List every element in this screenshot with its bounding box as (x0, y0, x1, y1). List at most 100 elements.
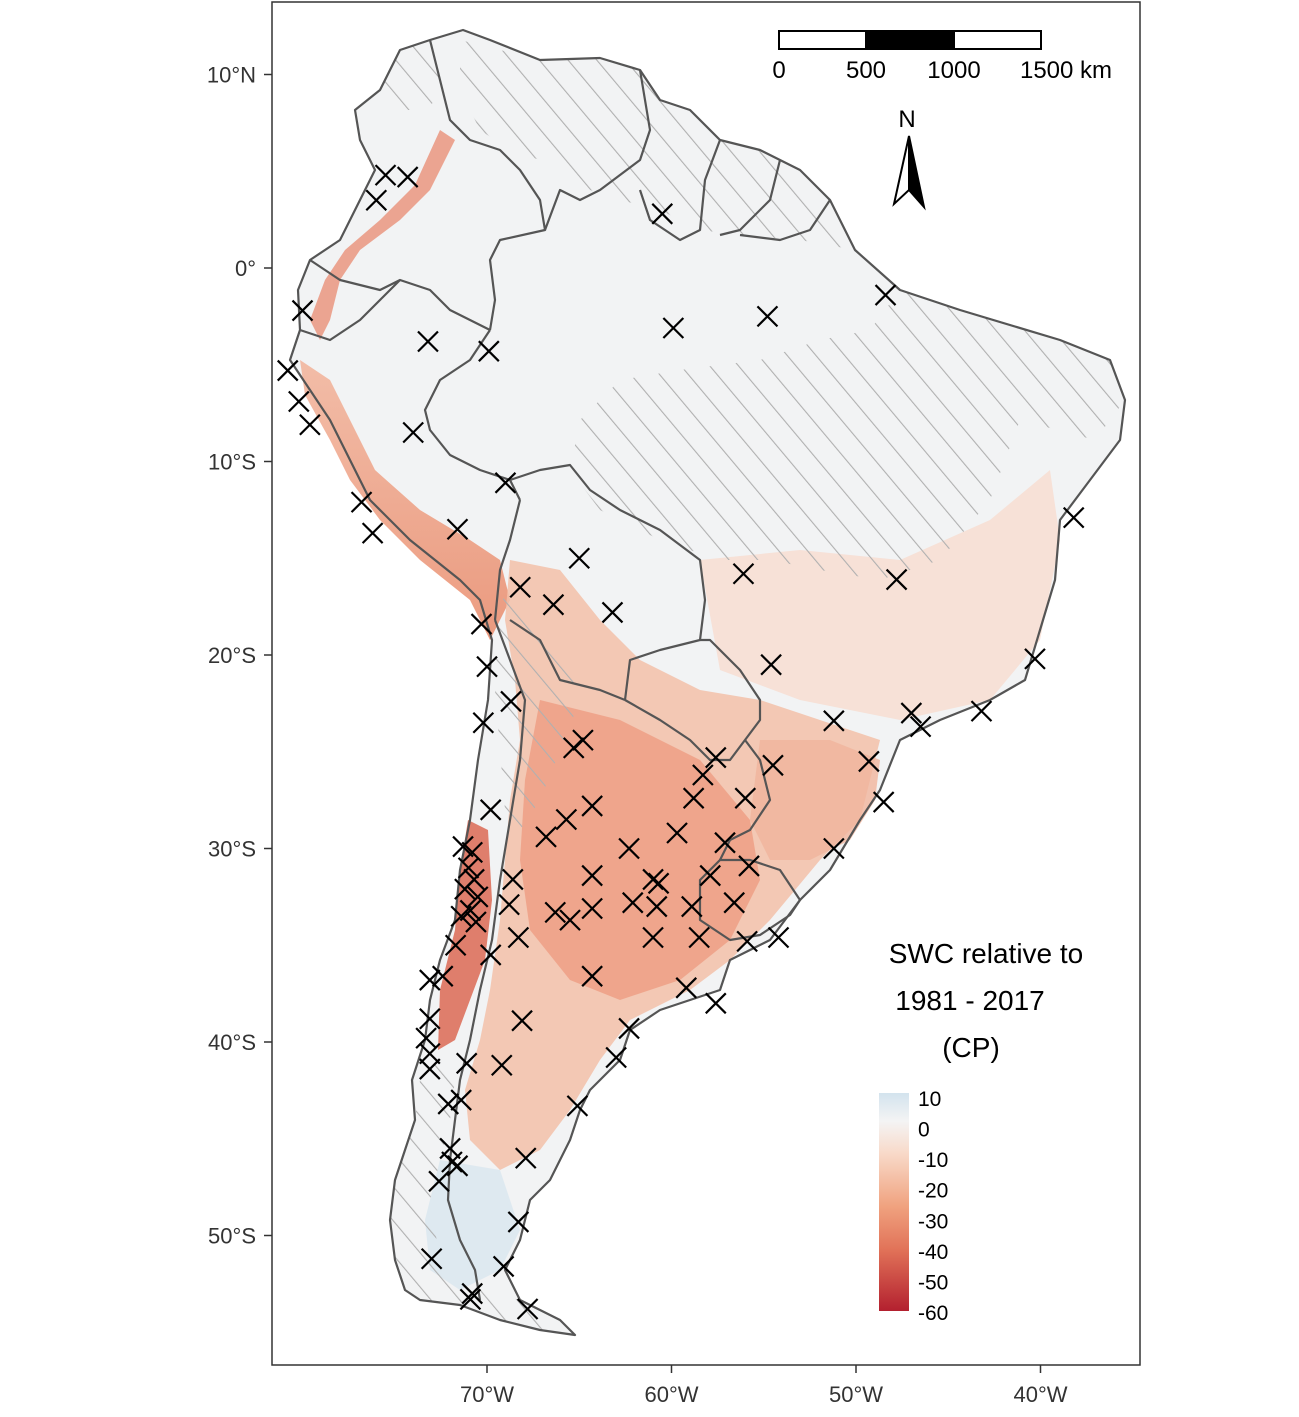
border-brazil-bolivia (509, 463, 707, 701)
legend-tick-label: -50 (918, 1271, 948, 1294)
station-marker-icon (461, 1282, 484, 1305)
station-marker-icon (666, 822, 688, 844)
legend-tick-label: -30 (918, 1210, 948, 1233)
station-marker-icon (705, 746, 727, 769)
station-marker-icon (417, 330, 439, 353)
station-marker-icon (446, 518, 469, 541)
station-marker-icon (688, 926, 710, 949)
x-tick-label: 40°W (1013, 1382, 1067, 1407)
station-marker-icon (621, 891, 644, 914)
station-marker-icon (601, 601, 624, 624)
station-marker-icon (439, 1137, 461, 1160)
y-tick-label: 50°S (208, 1224, 256, 1249)
station-marker-icon (858, 750, 880, 773)
scale-label-1000: 1000 (927, 57, 980, 84)
y-tick-label: 10°N (207, 63, 256, 88)
station-marker-icon (459, 1288, 482, 1311)
station-marker-icon (581, 864, 603, 887)
station-marker-icon (299, 413, 321, 436)
y-tick-label: 0° (235, 256, 256, 281)
border-suriname-guiana (719, 159, 782, 237)
station-marker-icon (476, 655, 498, 678)
station-marker-icon (544, 901, 567, 924)
station-marker-icon (692, 764, 714, 786)
x-tick-label: 70°W (460, 1382, 514, 1407)
border-ecuador-peru (299, 279, 401, 342)
station-marker-icon (472, 711, 495, 734)
station-markers (276, 164, 1085, 1320)
station-marker-icon (465, 911, 487, 933)
station-marker-icon (581, 965, 603, 987)
y-tick-label: 10°S (208, 450, 256, 475)
station-marker-icon (478, 340, 500, 362)
andes-north-anomaly (310, 130, 455, 340)
north-label: N (898, 106, 915, 133)
station-marker-icon (872, 791, 895, 813)
station-marker-icon (420, 1247, 443, 1270)
station-marker-icon (642, 926, 664, 949)
station-marker-icon (734, 787, 757, 809)
station-marker-icon (450, 1089, 472, 1111)
station-marker-icon (507, 926, 530, 949)
legend-title-line1: SWC relative to (889, 938, 1084, 969)
scale-label-500: 500 (846, 57, 886, 84)
station-marker-icon (581, 795, 603, 817)
station-marker-icon (605, 1046, 627, 1069)
station-marker-icon (500, 690, 522, 713)
scale-bar: 0 500 1000 1500 km (772, 30, 1112, 84)
station-marker-icon (446, 1155, 469, 1177)
x-tick-label: 60°W (644, 1382, 698, 1407)
station-marker-icon (494, 472, 517, 494)
border-brazil-north (739, 199, 831, 242)
border-uruguay (698, 858, 802, 942)
station-marker-icon (479, 799, 502, 821)
station-marker-icon (419, 1008, 441, 1030)
border-colombia-venezuela (428, 39, 547, 331)
station-marker-icon (431, 965, 454, 987)
hatch-north-coast (460, 40, 855, 250)
border-peru-bolivia (493, 499, 522, 621)
station-marker-icon (568, 547, 591, 570)
x-tick-label: 50°W (829, 1382, 883, 1407)
station-marker-icon (514, 1147, 537, 1169)
station-marker-icon (466, 886, 489, 908)
station-marker-icon (470, 613, 493, 635)
station-marker-icon (444, 934, 467, 957)
station-marker-icon (459, 899, 482, 922)
border-argentina-brazil (719, 739, 772, 861)
station-marker-icon (507, 1211, 530, 1233)
station-marker-icon (823, 837, 845, 860)
station-marker-icon (559, 909, 581, 931)
station-marker-icon (662, 317, 685, 339)
hatch-atacama (495, 590, 580, 830)
station-marker-icon (823, 710, 845, 732)
pampas-anomaly (520, 700, 760, 1000)
station-marker-icon (909, 715, 932, 738)
legend: SWC relative to 1981 - 2017 (CP) 10 0 -10 -… (879, 938, 1083, 1325)
station-marker-icon (572, 729, 594, 751)
station-marker-icon (705, 992, 727, 1015)
station-marker-icon (699, 864, 722, 887)
station-marker-icon (874, 284, 897, 306)
station-marker-icon (498, 893, 520, 916)
station-marker-icon (555, 808, 578, 831)
station-marker-icon (647, 872, 670, 895)
station-marker-icon (361, 522, 384, 544)
scale-label-0: 0 (772, 57, 785, 84)
station-marker-icon (502, 868, 524, 891)
station-marker-icon (454, 878, 476, 900)
station-marker-icon (1062, 506, 1085, 529)
station-marker-icon (479, 944, 502, 966)
north-arrow-dark-half (908, 135, 926, 211)
legend-title-line3: (CP) (942, 1032, 1000, 1063)
station-marker-icon (732, 562, 755, 585)
station-marker-icon (492, 1255, 515, 1278)
station-marker-icon (419, 1042, 441, 1065)
station-marker-icon (365, 189, 388, 212)
east-brazil-anomaly (700, 470, 1060, 720)
station-marker-icon (490, 1054, 513, 1076)
station-marker-icon (542, 593, 565, 616)
station-marker-icon (511, 1009, 533, 1032)
andes-peru-anomaly (300, 360, 510, 640)
station-marker-icon (618, 837, 640, 860)
